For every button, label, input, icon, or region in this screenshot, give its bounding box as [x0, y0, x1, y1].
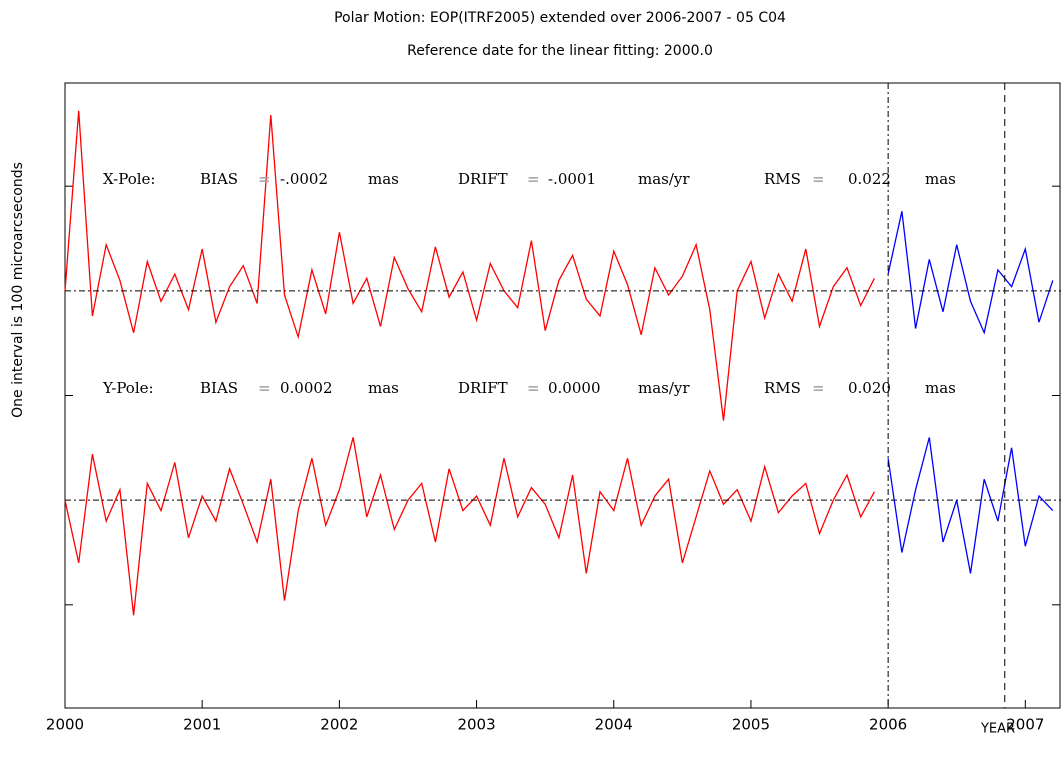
y-axis-label: One interval is 100 microarcseconds — [10, 162, 26, 418]
chart-title: Polar Motion: EOP(ITRF2005) extended ove… — [334, 10, 786, 26]
annotation: = — [258, 170, 271, 188]
annotation: X-Pole: — [103, 170, 155, 188]
annotation: -.0002 — [280, 170, 328, 188]
annotation: BIAS — [200, 170, 238, 188]
x-tick-label: 2000 — [46, 716, 84, 734]
x-axis-label: YEAR — [980, 722, 1015, 737]
annotation: = — [812, 170, 825, 188]
x-tick-label: 2004 — [595, 716, 633, 734]
annotation: = — [527, 170, 540, 188]
annotation: mas/yr — [638, 379, 690, 397]
x-tick-label: 2002 — [320, 716, 358, 734]
x-tick-label: 2007 — [1006, 716, 1044, 734]
annotation: = — [812, 379, 825, 397]
annotation: DRIFT — [458, 170, 508, 188]
annotation: mas — [925, 379, 956, 397]
annotation: RMS — [764, 379, 801, 397]
annotation: mas — [368, 379, 399, 397]
annotation: 0.022 — [848, 170, 891, 188]
x-tick-label: 2001 — [183, 716, 221, 734]
annotation: mas — [925, 170, 956, 188]
annotation: 0.020 — [848, 379, 891, 397]
series-line — [64, 110, 875, 421]
chart-subtitle: Reference date for the linear fitting: 2… — [407, 43, 713, 59]
series-line — [887, 211, 1054, 335]
annotation: BIAS — [200, 379, 238, 397]
x-tick-label: 2003 — [457, 716, 495, 734]
x-tick-label: 2006 — [869, 716, 907, 734]
annotation: = — [527, 379, 540, 397]
annotation: mas — [368, 170, 399, 188]
annotation: RMS — [764, 170, 801, 188]
annotation: 0.0000 — [548, 379, 601, 397]
annotation: DRIFT — [458, 379, 508, 397]
annotation: Y-Pole: — [102, 379, 154, 397]
series-line — [887, 437, 1054, 574]
annotation: 0.0002 — [280, 379, 333, 397]
annotation: = — [258, 379, 271, 397]
series-line — [64, 437, 875, 616]
annotation: mas/yr — [638, 170, 690, 188]
x-tick-label: 2005 — [732, 716, 770, 734]
annotation: -.0001 — [548, 170, 596, 188]
